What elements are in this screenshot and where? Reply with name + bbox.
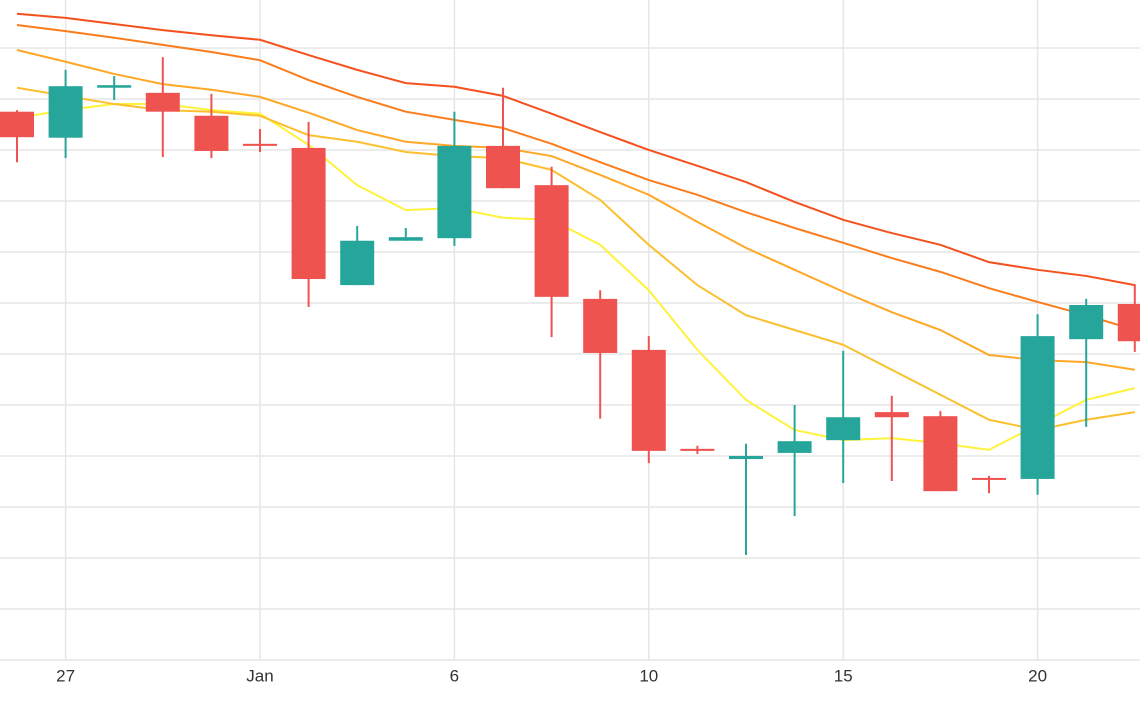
candle-body: [243, 143, 277, 146]
candle-body: [194, 115, 229, 151]
moving-average-line: [16, 24, 1136, 331]
x-tick-label: 20: [1028, 666, 1047, 685]
candle-body: [48, 86, 83, 138]
candle-body: [340, 240, 375, 286]
candle-body: [631, 349, 666, 451]
candle-body: [826, 417, 861, 441]
candle-body: [534, 185, 569, 297]
moving-average-line: [16, 103, 1136, 451]
candle-body: [1069, 305, 1104, 340]
candle-body: [486, 145, 520, 189]
candle-body: [291, 147, 326, 279]
moving-average-line: [16, 49, 1135, 371]
candle-body: [923, 416, 958, 492]
candle-body: [1117, 303, 1140, 342]
candle-body: [583, 298, 618, 353]
candle-body: [729, 455, 763, 460]
candle-body: [437, 145, 472, 239]
x-tick-label: 27: [56, 666, 75, 685]
x-tick-label: 10: [639, 666, 658, 685]
x-tick-label: 15: [834, 666, 853, 685]
candle-body: [388, 237, 423, 241]
candle-body: [145, 92, 180, 112]
moving-average-line: [16, 86, 1135, 431]
candle-body: [0, 111, 34, 138]
candle-body: [680, 448, 715, 451]
moving-average-line: [16, 12, 1135, 287]
candle-body: [1020, 336, 1055, 479]
x-tick-label: Jan: [246, 666, 273, 685]
candle-body: [97, 85, 132, 88]
x-tick-label: 6: [450, 666, 459, 685]
candle-body: [972, 477, 1006, 480]
candle-body: [874, 412, 909, 418]
candle-body: [777, 441, 812, 453]
